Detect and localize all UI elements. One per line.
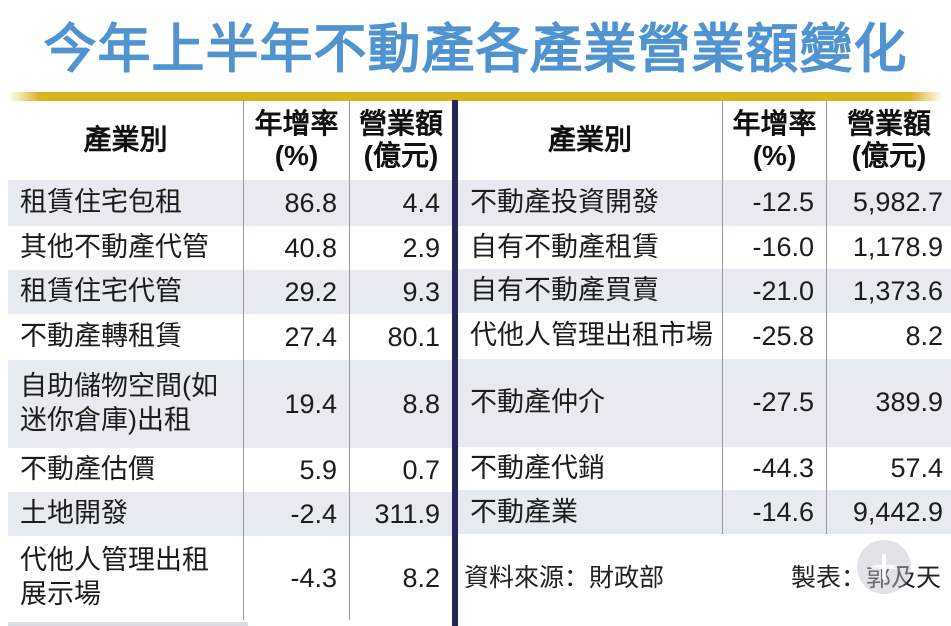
table-row: 代他人管理出租 展示場 -4.3 8.2 — [8, 536, 452, 620]
yoy-cell: -27.5 — [722, 359, 826, 447]
yoy-cell: -12.5 — [722, 179, 826, 226]
table-row: 不動產投資開發 -12.5 5,982.7 — [458, 179, 951, 226]
left-table-header: 產業別 年增率 (%) 營業額 (億元) — [8, 100, 452, 180]
revenue-cell: 0.7 — [349, 448, 452, 492]
industry-cell: 自助儲物空間(如 迷你倉庫)出租 — [20, 371, 218, 435]
title-underline — [8, 92, 943, 101]
yoy-cell: -14.6 — [722, 490, 826, 535]
yoy-cell: -25.8 — [722, 313, 826, 359]
yoy-cell: 27.4 — [243, 314, 349, 360]
industry-cell: 其他不動產代管 — [20, 232, 209, 263]
table-divider — [452, 100, 458, 626]
yoy-cell: 19.4 — [243, 360, 349, 448]
table-row: 不動產轉租賃 27.4 80.1 — [8, 314, 452, 360]
col-header-revenue-unit: (億元) — [851, 139, 927, 171]
industry-cell: 租賃住宅代管 — [20, 276, 182, 307]
credit-note: 製表：郭及天 — [790, 564, 941, 593]
col-header-revenue-label: 營業額 — [358, 107, 443, 139]
col-header-revenue: 營業額 (億元) — [826, 100, 951, 180]
industry-cell: 不動產轉租賃 — [20, 321, 182, 352]
right-table: 產業別 年增率 (%) 營業額 (億元) 不動產投資開發 -12.5 5,982… — [458, 100, 951, 626]
revenue-cell: 57.4 — [826, 446, 951, 491]
table-row: 不動產代銷 -44.3 57.4 — [458, 446, 951, 491]
col-header-yoy-unit: (%) — [274, 140, 319, 171]
table-row: 代他人管理出租市場 -25.8 8.2 — [458, 313, 951, 359]
revenue-cell: 1,178.9 — [826, 225, 951, 270]
yoy-cell: 40.8 — [243, 226, 349, 270]
table-row: 自有不動產買賣 -21.0 1,373.6 — [458, 269, 951, 314]
col-header-revenue-label: 營業額 — [846, 107, 931, 139]
col-header-yoy-label: 年增率 — [732, 107, 817, 139]
col-header-yoy-label: 年增率 — [254, 107, 339, 139]
plus-circle-icon[interactable] — [857, 540, 911, 594]
revenue-cell: 9.3 — [349, 270, 452, 314]
yoy-cell: 5.9 — [243, 448, 349, 492]
plus-glyph — [871, 554, 897, 580]
table-row: 自有不動產租賃 -16.0 1,178.9 — [458, 225, 951, 270]
industry-cell: 不動產投資開發 — [470, 186, 659, 217]
yoy-cell: -16.0 — [722, 225, 826, 270]
left-table: 產業別 年增率 (%) 營業額 (億元) 租賃住宅包租 86.8 4.4 其他不… — [8, 100, 452, 626]
revenue-cell: 2.9 — [349, 226, 452, 270]
industry-cell: 不動產仲介 — [470, 386, 605, 417]
revenue-cell: 9,442.9 — [826, 490, 951, 535]
col-header-revenue-unit: (億元) — [363, 140, 439, 171]
revenue-cell: 8.2 — [349, 536, 452, 620]
industry-cell: 自有不動產買賣 — [470, 275, 659, 306]
revenue-cell: 8.2 — [826, 313, 951, 359]
table-row: 不動產仲介 -27.5 389.9 — [458, 359, 951, 447]
yoy-cell: -44.3 — [722, 446, 826, 491]
revenue-cell: 4.4 — [349, 180, 452, 226]
industry-cell: 自有不動產租賃 — [470, 231, 659, 262]
yoy-cell: -2.4 — [243, 492, 349, 536]
revenue-cell: 1,373.6 — [826, 269, 951, 314]
table-row: 其他不動產代管 40.8 2.9 — [8, 226, 452, 270]
industry-cell: 租賃住宅包租 — [20, 187, 182, 218]
table-row: 不動產估價 5.9 0.7 — [8, 448, 452, 492]
col-header-yoy: 年增率 (%) — [722, 100, 826, 180]
yoy-cell: 86.8 — [243, 180, 349, 226]
source-note: 資料來源：財政部 — [464, 564, 665, 593]
table-row: 不動產業 -14.6 9,442.9 — [458, 490, 951, 535]
table-row: 土地開發 -2.4 311.9 — [8, 492, 452, 536]
revenue-cell: 80.1 — [349, 314, 452, 360]
yoy-cell: -21.0 — [722, 269, 826, 314]
col-header-industry: 產業別 — [83, 123, 168, 155]
revenue-cell: 311.9 — [349, 492, 452, 536]
table-row: 租賃住宅代管 29.2 9.3 — [8, 270, 452, 314]
yoy-cell: 29.2 — [243, 270, 349, 314]
col-header-yoy: 年增率 (%) — [243, 100, 349, 180]
right-table-header: 產業別 年增率 (%) 營業額 (億元) — [458, 100, 951, 180]
yoy-cell: -4.3 — [243, 536, 349, 620]
table-footer: 資料來源：財政部 製表：郭及天 — [458, 534, 951, 626]
table-row: 租賃住宅包租 86.8 4.4 — [8, 180, 452, 226]
revenue-cell: 389.9 — [826, 359, 951, 447]
industry-cell: 不動產估價 — [20, 454, 155, 485]
col-header-yoy-unit: (%) — [752, 139, 797, 171]
cropped-bottom-element — [8, 622, 248, 626]
industry-cell: 不動產業 — [470, 496, 578, 527]
table-row: 自助儲物空間(如 迷你倉庫)出租 19.4 8.8 — [8, 360, 452, 448]
industry-cell: 代他人管理出租市場 — [470, 320, 713, 351]
industry-cell: 代他人管理出租 展示場 — [20, 545, 209, 609]
revenue-cell: 8.8 — [349, 360, 452, 448]
col-header-industry: 產業別 — [547, 123, 632, 155]
industry-cell: 土地開發 — [20, 498, 128, 529]
revenue-cell: 5,982.7 — [826, 179, 951, 226]
col-header-revenue: 營業額 (億元) — [349, 100, 452, 180]
page-title: 今年上半年不動產各產業營業額變化 — [43, 20, 908, 79]
tables-area: 產業別 年增率 (%) 營業額 (億元) 租賃住宅包租 86.8 4.4 其他不… — [8, 100, 951, 626]
industry-cell: 不動產代銷 — [470, 452, 605, 483]
